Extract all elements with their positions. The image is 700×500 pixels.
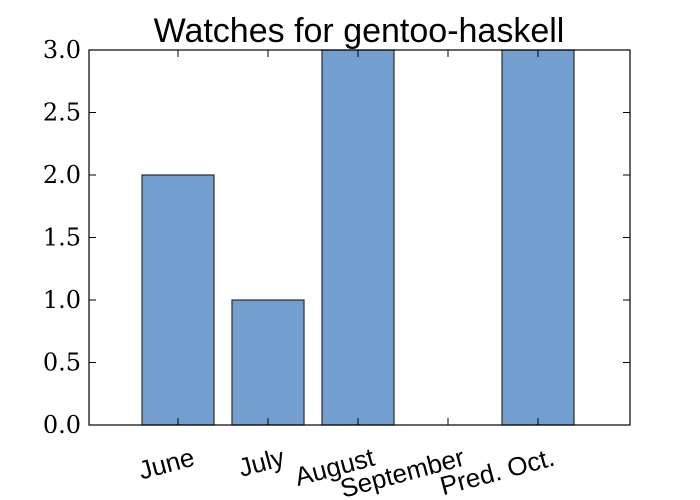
y-tick-label: 2.0 <box>43 161 81 189</box>
plot-frame <box>88 49 631 426</box>
bar-pred-oct <box>501 49 575 426</box>
bar-june <box>141 174 215 426</box>
bar-july <box>231 299 305 426</box>
y-tick-label: 1.0 <box>43 286 81 314</box>
bars-group <box>141 49 575 426</box>
bar-august <box>321 49 395 426</box>
y-tick-label: 3.0 <box>43 36 81 64</box>
y-tick-label: 1.5 <box>43 224 81 252</box>
chart-title: Watches for gentoo-haskell <box>154 12 565 50</box>
y-axis: 0.0 0.5 1.0 1.5 2.0 2.5 3.0 <box>43 36 630 439</box>
x-tick-label: June <box>135 442 197 486</box>
y-tick-label: 0.5 <box>43 349 81 377</box>
x-tick-label: July <box>235 442 287 483</box>
y-tick-label: 0.0 <box>43 411 81 439</box>
y-tick-label: 2.5 <box>43 99 81 127</box>
